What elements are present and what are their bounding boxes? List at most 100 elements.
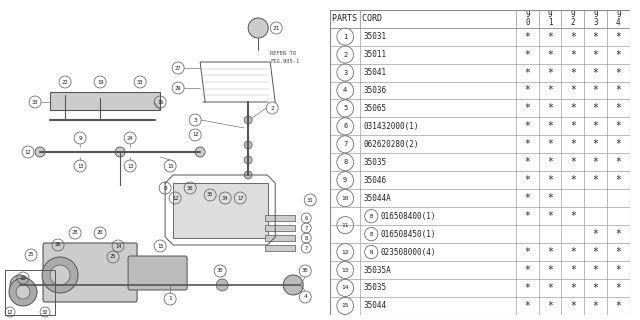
Text: *: * [524, 265, 531, 275]
Text: *: * [547, 211, 553, 221]
Text: B: B [370, 214, 373, 219]
Text: *: * [570, 121, 576, 132]
Text: 5: 5 [343, 105, 348, 111]
Text: *: * [616, 50, 621, 60]
Text: *: * [616, 301, 621, 311]
Text: 13: 13 [127, 164, 133, 169]
Text: 32: 32 [42, 309, 48, 315]
Text: 14: 14 [115, 244, 122, 249]
Text: *: * [570, 32, 576, 42]
Text: 35044A: 35044A [363, 194, 391, 203]
Text: 12: 12 [172, 196, 179, 201]
Text: 22: 22 [62, 79, 68, 84]
Text: *: * [593, 175, 598, 185]
Text: 33: 33 [137, 79, 143, 84]
Text: 023508000(4): 023508000(4) [381, 248, 436, 257]
Bar [265, 225, 295, 231]
Text: *: * [570, 247, 576, 257]
Text: 30: 30 [217, 268, 223, 274]
Circle shape [244, 156, 252, 164]
Text: B: B [370, 232, 373, 236]
Text: 016508450(1): 016508450(1) [381, 229, 436, 239]
Text: 4: 4 [303, 294, 307, 300]
Circle shape [216, 279, 228, 291]
Text: *: * [524, 121, 531, 132]
Text: *: * [593, 32, 598, 42]
FancyBboxPatch shape [43, 243, 137, 302]
Text: *: * [547, 68, 553, 77]
Text: *: * [547, 32, 553, 42]
Text: 9
4: 9 4 [616, 10, 621, 28]
Text: *: * [616, 175, 621, 185]
Text: 016508400(1): 016508400(1) [381, 212, 436, 221]
Text: 35035: 35035 [363, 284, 387, 292]
Text: *: * [593, 229, 598, 239]
Text: 7: 7 [343, 141, 348, 147]
Text: 9
0: 9 0 [525, 10, 530, 28]
Text: 4: 4 [343, 87, 348, 93]
Text: *: * [616, 85, 621, 95]
Bar [265, 235, 295, 241]
Text: *: * [524, 247, 531, 257]
Text: *: * [593, 301, 598, 311]
Text: *: * [570, 175, 576, 185]
Text: *: * [593, 85, 598, 95]
Text: *: * [616, 121, 621, 132]
Text: 15: 15 [167, 164, 173, 169]
Bar [50, 92, 160, 110]
Text: PARTS CORD: PARTS CORD [332, 14, 382, 23]
Text: 7: 7 [305, 245, 308, 251]
Text: 33: 33 [32, 100, 38, 105]
Text: 12: 12 [7, 309, 13, 315]
Text: *: * [524, 175, 531, 185]
Text: 25: 25 [28, 252, 35, 258]
Text: 12: 12 [192, 132, 198, 138]
Text: *: * [547, 265, 553, 275]
Text: 13: 13 [77, 164, 83, 169]
Text: *: * [547, 247, 553, 257]
Text: 031432000(1): 031432000(1) [363, 122, 419, 131]
Text: 8: 8 [163, 186, 167, 190]
Text: *: * [570, 50, 576, 60]
Text: 16: 16 [157, 100, 163, 105]
Text: 35011: 35011 [363, 50, 387, 59]
Text: *: * [570, 283, 576, 293]
Text: *: * [593, 139, 598, 149]
Text: *: * [547, 50, 553, 60]
Text: 28: 28 [72, 230, 78, 236]
Text: *: * [524, 301, 531, 311]
Text: 35044: 35044 [363, 301, 387, 310]
Text: 30: 30 [302, 268, 308, 274]
Circle shape [244, 116, 252, 124]
Text: *: * [524, 139, 531, 149]
Text: 8: 8 [305, 236, 308, 241]
Text: *: * [593, 265, 598, 275]
Bar [265, 245, 295, 251]
Circle shape [16, 285, 30, 299]
Text: *: * [593, 157, 598, 167]
Text: 35041: 35041 [363, 68, 387, 77]
Text: 062620280(2): 062620280(2) [363, 140, 419, 149]
Text: 15: 15 [157, 244, 163, 249]
Text: 19: 19 [97, 79, 103, 84]
Text: 27: 27 [175, 66, 181, 70]
Text: 11: 11 [342, 223, 349, 228]
Text: *: * [524, 193, 531, 203]
Text: *: * [524, 50, 531, 60]
Text: *: * [570, 85, 576, 95]
Text: 3: 3 [343, 69, 348, 76]
Circle shape [10, 275, 30, 295]
Text: *: * [570, 211, 576, 221]
Text: 35065: 35065 [363, 104, 387, 113]
FancyBboxPatch shape [128, 256, 187, 290]
Text: 26: 26 [55, 243, 61, 247]
Text: 7: 7 [305, 226, 308, 230]
Circle shape [50, 265, 70, 285]
Circle shape [244, 171, 252, 179]
Text: *: * [570, 103, 576, 113]
Text: *: * [593, 50, 598, 60]
Text: *: * [616, 247, 621, 257]
Text: *: * [616, 265, 621, 275]
Text: *: * [547, 121, 553, 132]
Text: *: * [547, 175, 553, 185]
